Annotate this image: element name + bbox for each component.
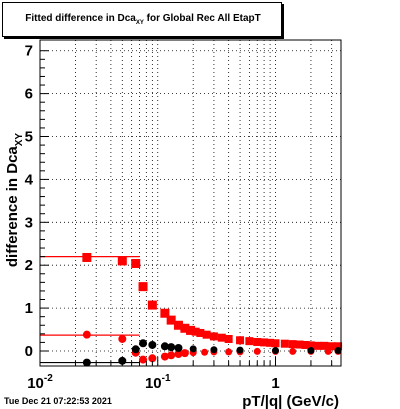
data-point-square <box>320 341 329 350</box>
y-tick-label: 0 <box>25 343 33 360</box>
x-axis-label: pT/|q| (GeV/c) <box>242 393 339 409</box>
data-point-square <box>186 325 196 335</box>
chart-title-box: Fitted difference in DcaXY for Global Re… <box>2 2 282 37</box>
data-point-circle <box>210 346 218 354</box>
data-point-square <box>295 340 304 349</box>
data-point-square <box>196 328 205 337</box>
y-axis-label-main: difference in Dca <box>4 146 21 268</box>
data-point-square <box>180 323 190 333</box>
data-point-square <box>260 338 269 347</box>
data-point-circle <box>148 340 157 349</box>
y-axis-label: difference in DcaXY <box>4 133 25 268</box>
chart-title-post: for Global Rec All EtapT <box>143 13 261 24</box>
x-tick-label-base: 10 <box>27 375 44 392</box>
y-tick-label: 7 <box>25 43 33 60</box>
data-point-square <box>224 334 233 343</box>
data-point-square <box>327 342 336 351</box>
data-point-circle <box>334 347 342 355</box>
x-tick-label-exponent: -1 <box>162 373 171 384</box>
data-point-square <box>306 341 315 350</box>
data-point-circle <box>253 347 261 355</box>
data-point-circle <box>131 345 140 354</box>
x-tick-label-exponent: -2 <box>44 373 53 384</box>
data-point-circle <box>167 351 176 360</box>
data-point-circle <box>307 347 315 355</box>
data-point-square <box>117 256 127 266</box>
chart-title-pre: Fitted difference in Dca <box>25 13 136 24</box>
timestamp-footer: Tue Dec 21 07:22:53 2021 <box>4 396 112 406</box>
data-point-square <box>301 340 310 349</box>
data-point-square <box>191 327 200 336</box>
data-point-square <box>82 252 92 262</box>
data-point-square <box>271 339 280 348</box>
data-point-circle <box>271 347 279 355</box>
data-point-square <box>334 342 343 351</box>
data-point-square <box>280 339 289 348</box>
fit-lines <box>40 256 140 364</box>
y-axis-label-sub: XY <box>14 133 25 147</box>
data-point-square <box>217 333 226 342</box>
y-tick-label: 1 <box>25 300 33 317</box>
data-point-circle <box>236 346 244 354</box>
data-point-circle <box>189 345 197 353</box>
x-tick-label: 10-1 <box>145 373 171 392</box>
data-point-circle <box>174 349 183 358</box>
data-point-circle <box>174 343 183 352</box>
data-point-square <box>138 282 148 292</box>
data-point-square <box>245 337 254 346</box>
data-point-square <box>166 315 176 325</box>
chart-title: Fitted difference in DcaXY for Global Re… <box>3 13 283 26</box>
data-point-square <box>266 338 275 347</box>
data-marks <box>82 252 343 367</box>
data-point-circle <box>139 339 148 348</box>
data-point-circle <box>82 330 91 339</box>
data-point-circle <box>289 347 297 355</box>
plot-frame <box>39 39 342 367</box>
x-tick-label-base: 10 <box>145 375 162 392</box>
data-point-square <box>314 341 323 350</box>
data-point-circle <box>225 348 233 356</box>
y-tick-label: 3 <box>25 214 33 231</box>
data-point-circle <box>118 356 127 365</box>
y-tick-label: 6 <box>25 86 33 103</box>
x-tick-label: 10-2 <box>27 373 53 392</box>
data-point-square <box>147 300 157 310</box>
data-point-circle <box>201 348 209 356</box>
data-point-circle <box>148 354 157 363</box>
data-point-circle <box>160 342 169 351</box>
data-point-circle <box>82 358 91 367</box>
data-point-circle <box>324 347 332 355</box>
grid-lines <box>40 40 341 366</box>
data-point-square <box>236 336 245 345</box>
data-point-square <box>253 337 262 346</box>
data-point-circle <box>118 334 127 343</box>
y-tick-label: 4 <box>25 171 34 188</box>
data-point-circle <box>160 352 169 361</box>
data-point-square <box>160 308 170 318</box>
data-point-square <box>288 340 297 349</box>
x-tick-label: 1 <box>271 375 279 392</box>
data-point-circle <box>180 349 189 358</box>
y-tick-label: 5 <box>25 129 33 146</box>
data-point-square <box>131 258 141 268</box>
chart-title-sub: XY <box>135 20 144 26</box>
data-point-square <box>173 320 183 330</box>
data-point-square <box>202 330 211 339</box>
y-tick-label: 2 <box>25 257 33 274</box>
data-point-square <box>209 332 218 341</box>
data-point-circle <box>139 355 148 364</box>
data-point-circle <box>167 343 176 352</box>
